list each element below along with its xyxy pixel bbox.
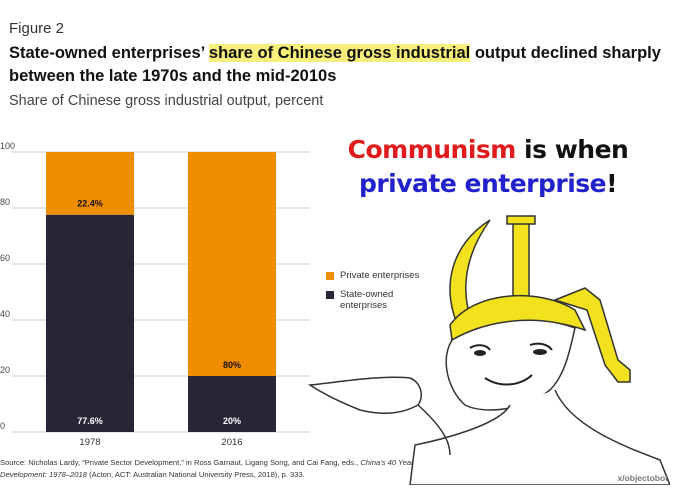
wojak-body-icon: [409, 389, 670, 485]
source-text: Source: Nicholas Lardy, “Private Sector …: [0, 458, 361, 467]
meme-exclamation: !: [606, 169, 618, 198]
pointing-hand-icon: [307, 376, 422, 415]
bar-2016-private: [188, 152, 276, 376]
data-label-1978-state: 77.6%: [77, 416, 103, 426]
meme-caption: Communism is when private enterprise!: [338, 133, 638, 201]
title-highlighted: share of Chinese gross industrial: [208, 44, 471, 62]
x-tick-label-2016: 2016: [221, 437, 242, 448]
y-tick-label-20: 20: [0, 365, 10, 375]
meme-word-private-enterprise: private enterprise: [358, 169, 607, 198]
figure-subtitle: Share of Chinese gross industrial output…: [9, 93, 324, 109]
bar-2016-state: [188, 376, 276, 432]
legend-item-state: State-owned enterprises: [326, 289, 430, 311]
bar-1978-state: [46, 214, 134, 432]
y-tick-label-80: 80: [0, 197, 10, 207]
x-tick-label-1978: 1978: [79, 437, 100, 448]
y-tick-label-100: 100: [0, 141, 15, 151]
data-label-2016-private: 80%: [223, 360, 241, 370]
legend-label-state: State-owned enterprises: [340, 289, 394, 311]
figure-title: State-owned enterprises’ share of Chines…: [9, 42, 669, 88]
source-text-end: (Acton, ACT: Australian National Univers…: [86, 470, 305, 479]
wojak-drawing: [307, 215, 670, 485]
legend-swatch-state: [326, 291, 334, 299]
legend-item-private: Private enterprises: [326, 270, 430, 281]
data-label-1978-private: 22.4%: [77, 199, 103, 209]
legend-label-private: Private enterprises: [340, 270, 420, 281]
meme-credit: x/objectobot: [617, 473, 668, 483]
meme-word-is-when: is when: [515, 135, 629, 164]
data-label-2016-state: 20%: [223, 416, 241, 426]
figure-label: Figure 2: [9, 20, 65, 37]
legend-swatch-private: [326, 272, 334, 280]
bar-chart: 0 20 40 60 80 100 77.6% 22.4% 1978 20% 80% 2016: [0, 141, 310, 448]
chart-legend: Private enterprises State-owned enterpri…: [326, 270, 430, 319]
bar-1978-private: [46, 152, 134, 215]
y-tick-label-60: 60: [0, 253, 10, 263]
y-tick-label-0: 0: [0, 421, 5, 431]
y-tick-label-40: 40: [0, 309, 10, 319]
wojak-head-icon: [445, 319, 576, 411]
meme-word-communism: Communism: [347, 135, 517, 164]
title-part-3: output declined sharply between the late…: [9, 44, 661, 85]
title-part-1: State-owned enterprises’: [9, 44, 209, 62]
